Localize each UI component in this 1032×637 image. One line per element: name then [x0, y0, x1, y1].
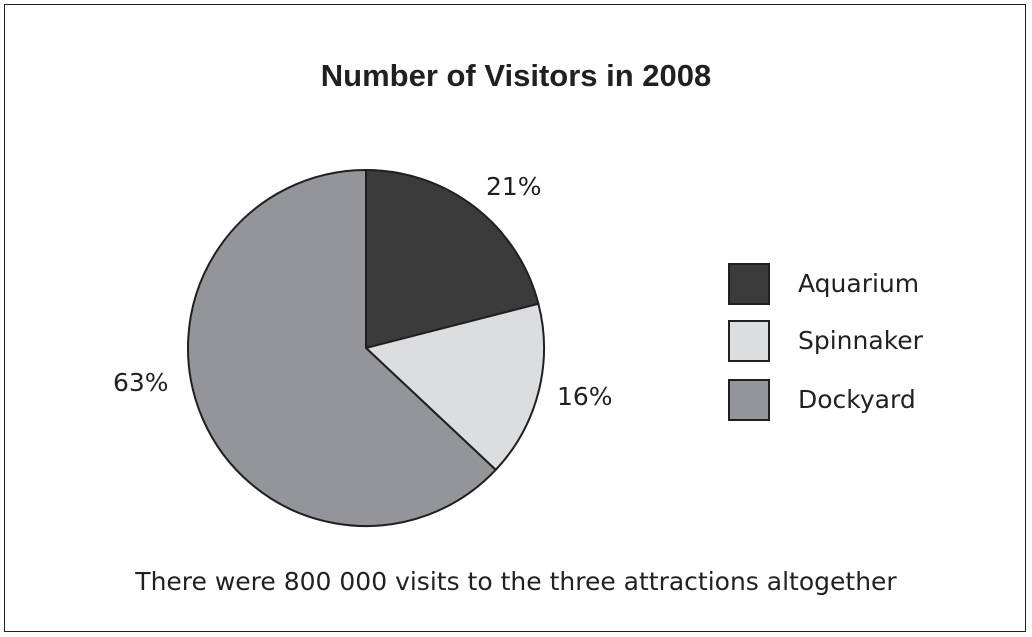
pie-slice-aquarium [365, 169, 540, 349]
slice-label-dockyard: 63% [113, 368, 169, 397]
chart-title: Number of Visitors in 2008 [320, 58, 712, 93]
slice-label-spinnaker: 16% [557, 382, 613, 411]
pie-slice-dockyard [187, 169, 497, 527]
legend-label-aquarium: Aquarium [798, 269, 920, 298]
legend-label-dockyard: Dockyard [798, 385, 916, 414]
legend-swatch-dockyard [728, 379, 770, 421]
chart-note: There were 800 000 visits to the three a… [135, 567, 897, 596]
legend-swatch-aquarium [728, 263, 770, 305]
slice-label-aquarium: 21% [486, 172, 542, 201]
legend-label-spinnaker: Spinnaker [798, 326, 923, 355]
pie-slice-spinnaker [365, 302, 545, 471]
legend-swatch-spinnaker [728, 320, 770, 362]
